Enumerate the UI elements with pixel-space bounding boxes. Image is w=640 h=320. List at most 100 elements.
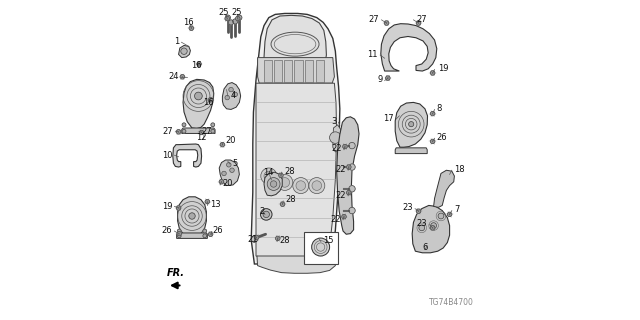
Circle shape (343, 144, 347, 149)
Text: 15: 15 (323, 236, 333, 245)
Text: 14: 14 (264, 168, 274, 177)
Polygon shape (223, 83, 241, 109)
Circle shape (431, 223, 436, 228)
Polygon shape (179, 45, 191, 58)
Text: 10: 10 (162, 151, 172, 160)
Text: 26: 26 (437, 133, 447, 142)
Circle shape (225, 95, 230, 100)
Text: 3: 3 (332, 117, 337, 126)
Text: 17: 17 (383, 114, 394, 123)
Text: 27: 27 (202, 127, 212, 136)
Circle shape (293, 178, 309, 194)
Circle shape (203, 229, 207, 233)
Polygon shape (256, 83, 337, 269)
Circle shape (419, 225, 425, 231)
Polygon shape (264, 15, 326, 75)
Circle shape (225, 16, 230, 21)
Circle shape (203, 234, 207, 238)
Text: 2: 2 (259, 207, 264, 216)
Text: 27: 27 (369, 15, 380, 24)
Circle shape (296, 181, 306, 190)
Circle shape (200, 130, 204, 135)
Circle shape (197, 62, 201, 66)
Text: 18: 18 (454, 165, 465, 174)
Text: 21: 21 (248, 236, 258, 244)
Circle shape (177, 234, 181, 238)
Text: 23: 23 (402, 204, 413, 212)
Circle shape (342, 214, 346, 219)
Circle shape (347, 165, 351, 169)
Text: 16: 16 (184, 18, 194, 27)
Text: 27: 27 (416, 15, 427, 24)
Polygon shape (178, 197, 206, 236)
Text: 26: 26 (161, 226, 172, 235)
Text: TG74B4700: TG74B4700 (429, 298, 474, 307)
Text: 22: 22 (336, 191, 346, 200)
Circle shape (211, 129, 215, 133)
Bar (284, 60, 292, 82)
Bar (274, 60, 282, 82)
Circle shape (233, 92, 237, 97)
Bar (294, 60, 303, 82)
Polygon shape (337, 117, 359, 234)
Circle shape (180, 75, 185, 79)
Circle shape (384, 21, 389, 25)
Text: 25: 25 (219, 8, 229, 17)
Circle shape (349, 186, 355, 192)
Circle shape (430, 111, 435, 116)
Circle shape (236, 16, 240, 21)
Text: 11: 11 (367, 50, 378, 59)
Circle shape (230, 168, 234, 172)
Polygon shape (396, 102, 428, 147)
Circle shape (312, 238, 330, 256)
Circle shape (219, 180, 224, 184)
Circle shape (237, 15, 242, 20)
Circle shape (211, 123, 215, 127)
Text: 6: 6 (422, 244, 428, 252)
Circle shape (228, 20, 234, 25)
Circle shape (430, 71, 435, 75)
Text: 7: 7 (454, 205, 460, 214)
Polygon shape (173, 144, 202, 167)
Circle shape (189, 213, 195, 219)
Circle shape (254, 235, 259, 240)
Circle shape (208, 232, 212, 236)
Circle shape (430, 139, 435, 144)
Circle shape (271, 181, 277, 187)
Text: 1: 1 (174, 37, 179, 46)
Polygon shape (251, 13, 340, 271)
Text: 22: 22 (330, 215, 340, 224)
Polygon shape (434, 170, 454, 207)
Circle shape (176, 130, 181, 134)
Text: 23: 23 (417, 220, 428, 228)
Circle shape (280, 202, 285, 206)
Text: 13: 13 (210, 200, 220, 209)
Text: 28: 28 (285, 196, 296, 204)
Text: 5: 5 (232, 159, 237, 168)
Bar (305, 60, 313, 82)
Circle shape (385, 76, 390, 80)
Circle shape (205, 199, 210, 204)
Polygon shape (396, 148, 428, 154)
Text: 16: 16 (203, 98, 213, 107)
Text: 28: 28 (280, 236, 290, 245)
Circle shape (189, 26, 194, 30)
Text: 16: 16 (191, 61, 202, 70)
Circle shape (264, 171, 274, 181)
Polygon shape (381, 24, 437, 71)
Circle shape (181, 48, 187, 54)
Polygon shape (182, 128, 215, 133)
Circle shape (208, 98, 212, 102)
Text: 20: 20 (223, 180, 233, 188)
Bar (264, 60, 272, 82)
Polygon shape (258, 58, 334, 83)
Circle shape (409, 122, 414, 127)
Circle shape (268, 178, 280, 190)
Text: 25: 25 (232, 8, 242, 17)
Text: 22: 22 (332, 144, 342, 153)
Circle shape (416, 209, 421, 213)
Circle shape (330, 132, 341, 143)
Circle shape (263, 211, 269, 218)
Circle shape (177, 229, 181, 233)
Circle shape (277, 174, 293, 190)
